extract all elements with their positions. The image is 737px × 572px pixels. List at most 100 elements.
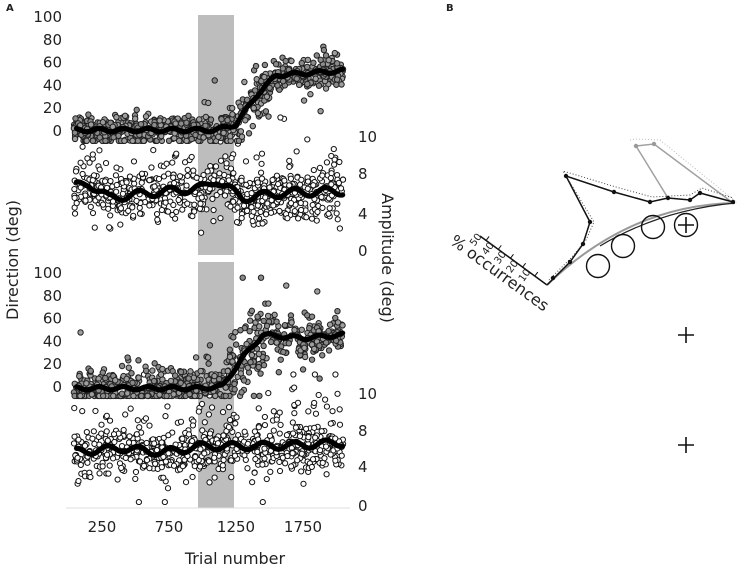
amplitude-point (98, 421, 105, 428)
amplitude-point (177, 418, 185, 425)
direction-point (76, 372, 83, 380)
direction-point (142, 367, 150, 375)
direction-point (99, 119, 107, 126)
direction-point (331, 49, 339, 57)
amplitude-point (253, 154, 260, 161)
x-tick-label: 1750 (284, 518, 322, 536)
direction-tick-label: 0 (52, 378, 62, 396)
arc (546, 202, 736, 286)
direction-point (288, 57, 295, 65)
amplitude-point (251, 428, 259, 435)
amplitude-point (223, 160, 230, 167)
direction-point (224, 367, 231, 375)
amplitude-point (293, 148, 300, 155)
amplitude-point (89, 177, 96, 184)
amplitude-trend-mark (340, 443, 346, 449)
amplitude-point (276, 409, 283, 416)
amplitude-point (297, 199, 304, 207)
amplitude-point (276, 430, 283, 437)
amplitude-point (75, 477, 82, 485)
direction-point (257, 370, 264, 377)
amplitude-point (79, 408, 86, 415)
direction-point (261, 61, 269, 69)
amplitude-point (258, 175, 266, 182)
amplitude-point (154, 216, 161, 223)
amplitude-point (310, 166, 317, 174)
occurrence-tick (485, 236, 490, 241)
amplitude-point (305, 434, 312, 441)
amplitude-point (96, 166, 103, 173)
direction-point (222, 392, 229, 400)
direction-point (102, 374, 109, 382)
amplitude-point (136, 204, 143, 211)
direction-point (252, 62, 260, 70)
amplitude-point (319, 172, 326, 179)
amplitude-point (184, 200, 191, 207)
direction-point (288, 319, 295, 326)
direction-point (235, 137, 243, 145)
amplitude-point (212, 163, 220, 170)
amplitude-point (336, 406, 343, 413)
direction-point (99, 392, 107, 400)
amplitude-point (106, 224, 113, 231)
amplitude-point (74, 454, 81, 461)
occurrence-tick (534, 271, 539, 277)
direction-point (295, 81, 303, 89)
amplitude-point (213, 191, 220, 199)
amplitude-point (210, 218, 217, 225)
occurrence-tick (522, 262, 527, 268)
amplitude-point (192, 453, 199, 461)
amplitude-point (219, 408, 227, 416)
direction-point (312, 75, 319, 82)
amplitude-point (332, 371, 339, 378)
direction-point (124, 390, 131, 397)
direction-point (121, 137, 128, 145)
target-circle-3 (640, 214, 666, 240)
direction-tick-label: 60 (43, 54, 62, 72)
amplitude-point (259, 498, 266, 506)
direction-point (172, 120, 179, 127)
direction-tick-label: 0 (52, 122, 62, 140)
amplitude-point (233, 414, 240, 421)
amplitude-point (323, 159, 331, 166)
amplitude-point (189, 422, 197, 429)
direction-point (123, 375, 130, 383)
amplitude-point (225, 404, 233, 411)
direction-point (149, 367, 156, 374)
amplitude-point (113, 181, 120, 189)
amplitude-point (125, 439, 133, 446)
amplitude-point (334, 200, 341, 207)
amplitude-point (201, 450, 208, 457)
amplitude-point (273, 172, 281, 179)
amplitude-point (266, 184, 273, 191)
direction-point (133, 106, 140, 114)
direction-point (88, 391, 96, 398)
direction-point (218, 115, 225, 123)
amplitude-point (87, 474, 94, 481)
amplitude-point (82, 197, 89, 204)
direction-point (317, 107, 324, 115)
amplitude-point (179, 463, 186, 470)
amplitude-point (251, 469, 258, 476)
amplitude-point (160, 173, 168, 180)
black-profile (546, 174, 734, 286)
direction-point (177, 368, 185, 376)
direction-point (96, 134, 104, 141)
amplitude-point (265, 389, 272, 397)
occurrence-tick (497, 245, 502, 250)
amplitude-point (185, 431, 193, 438)
amplitude-point (276, 207, 283, 215)
amplitude-point (269, 176, 276, 184)
direction-point (85, 111, 92, 118)
direction-point (239, 274, 246, 281)
direction-point (144, 392, 151, 400)
amplitude-point (313, 217, 320, 224)
amplitude-point (312, 410, 320, 417)
profile-point (687, 197, 693, 203)
direction-point (83, 380, 90, 387)
amplitude-point (327, 174, 335, 182)
direction-point (231, 386, 238, 393)
amplitude-point (104, 437, 111, 444)
amplitude-point (227, 165, 235, 172)
direction-point (274, 82, 281, 89)
